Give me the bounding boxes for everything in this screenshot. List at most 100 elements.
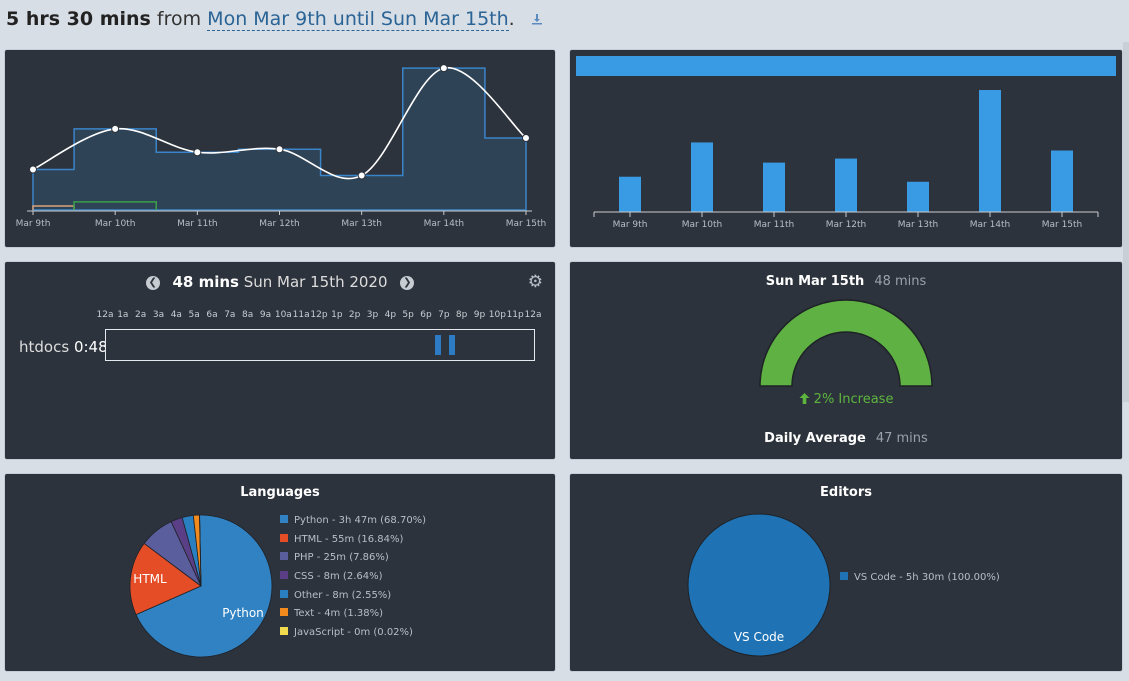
daily-bar bbox=[835, 158, 857, 212]
legend-swatch bbox=[280, 515, 288, 523]
hour-tick-label: 12p bbox=[310, 310, 328, 320]
hour-tick-label: 6p bbox=[420, 310, 432, 320]
project-timeline[interactable] bbox=[105, 329, 535, 361]
editors-pie-chart: VS Code bbox=[687, 513, 831, 657]
day-duration: 48 mins bbox=[172, 273, 239, 291]
legend-item[interactable]: VS Code - 5h 30m (100.00%) bbox=[840, 569, 1000, 588]
hour-tick-label: 8a bbox=[242, 310, 254, 320]
hour-tick-label: 9a bbox=[259, 310, 272, 320]
hour-tick-label: 12a bbox=[96, 310, 114, 320]
x-tick-label: Mar 10th bbox=[682, 220, 723, 230]
hour-tick-label: 4a bbox=[170, 310, 182, 320]
project-green-step bbox=[73, 201, 157, 210]
activity-point bbox=[29, 165, 37, 174]
daily-bars-panel: Mar 9th Mar 10th Mar 11th Mar 12th Mar 13th M… bbox=[570, 50, 1122, 247]
activity-block[interactable] bbox=[434, 335, 441, 355]
pie-slice-label: HTML bbox=[133, 572, 167, 586]
date-range-link[interactable]: Mon Mar 9th until Sun Mar 15th bbox=[207, 8, 509, 31]
hour-tick-label: 2p bbox=[348, 310, 361, 320]
gauge-arc bbox=[759, 299, 933, 387]
daily-bar bbox=[691, 142, 713, 212]
activity-block[interactable] bbox=[448, 335, 455, 355]
x-tick-label: Mar 10th bbox=[95, 219, 136, 229]
hour-tick-label: 7p bbox=[438, 310, 450, 320]
x-tick-label: Mar 11th bbox=[177, 219, 218, 229]
legend-item[interactable]: Other - 8m (2.55%) bbox=[280, 587, 426, 606]
legend-item[interactable]: Python - 3h 47m (68.70%) bbox=[280, 512, 426, 531]
activity-line-chart: Mar 9th Mar 10th Mar 11th Mar 12th Mar 13th M… bbox=[16, 64, 547, 229]
legend-text: VS Code - 5h 30m (100.00%) bbox=[854, 572, 1000, 583]
hour-tick-label: 11a bbox=[292, 310, 310, 320]
hour-tick-label: 5a bbox=[188, 310, 200, 320]
gauge-day-label: Sun Mar 15th bbox=[765, 274, 865, 289]
hour-tick-label: 9p bbox=[473, 310, 486, 320]
hour-tick-label: 1a bbox=[117, 310, 129, 320]
legend-text: PHP - 25m (7.86%) bbox=[294, 552, 389, 564]
legend-swatch bbox=[280, 589, 288, 598]
legend-item[interactable]: Text - 4m (1.38%) bbox=[280, 605, 426, 624]
hour-tick-label: 1p bbox=[331, 310, 343, 320]
activity-point bbox=[275, 145, 284, 154]
activity-chart-panel: Mar 9th Mar 10th Mar 11th Mar 12th Mar 13th M… bbox=[5, 50, 555, 247]
daily-bar bbox=[907, 181, 929, 212]
x-tick-label: Mar 13th bbox=[341, 219, 382, 229]
x-tick-label: Mar 14th bbox=[424, 219, 465, 229]
legend-swatch bbox=[280, 552, 288, 561]
activity-step-area bbox=[32, 67, 527, 211]
daily-bar bbox=[619, 176, 641, 212]
legend-swatch bbox=[280, 571, 288, 580]
hour-tick-label: 6a bbox=[206, 310, 218, 320]
x-tick-label: Mar 11th bbox=[754, 220, 795, 230]
legend-item[interactable]: HTML - 55m (16.84%) bbox=[280, 531, 426, 550]
arrow-up-icon bbox=[799, 392, 814, 407]
project-name: htdocs bbox=[19, 338, 70, 356]
x-tick-label: Mar 13th bbox=[898, 220, 939, 230]
languages-legend: Python - 3h 47m (68.70%) HTML - 55m (16.8… bbox=[280, 512, 426, 643]
legend-text: Text - 4m (1.38%) bbox=[294, 608, 384, 620]
legend-item[interactable]: CSS - 8m (2.64%) bbox=[280, 568, 426, 587]
legend-text: Python - 3h 47m (68.70%) bbox=[294, 515, 427, 526]
x-tick-label: Mar 15th bbox=[1042, 220, 1083, 230]
change-text: 2% Increase bbox=[813, 392, 894, 407]
daily-gauge-panel: Sun Mar 15th 48 mins 2% Increase Daily Av… bbox=[570, 262, 1122, 459]
daily-bar-chart: Mar 9th Mar 10th Mar 11th Mar 12th Mar 13th M… bbox=[576, 56, 1116, 230]
hour-tick-label: 4p bbox=[384, 310, 397, 320]
legend-text: JavaScript - 0m (0.02%) bbox=[294, 627, 413, 639]
languages-panel: Languages Python HTML Python - 3h 47m (68… bbox=[5, 474, 555, 671]
x-tick-label: Mar 12th bbox=[826, 220, 867, 230]
summary-header: 5 hrs 30 mins from Mon Mar 9th until Sun… bbox=[6, 4, 543, 36]
activity-point bbox=[193, 148, 202, 157]
chevron-right-icon[interactable]: ❯ bbox=[400, 275, 415, 290]
editors-panel: Editors VS Code VS Code - 5h 30m (100.00… bbox=[570, 474, 1122, 671]
editors-title: Editors bbox=[820, 485, 872, 500]
legend-item[interactable]: PHP - 25m (7.86%) bbox=[280, 549, 426, 568]
daily-bar bbox=[1051, 150, 1073, 212]
x-tick-label: Mar 9th bbox=[613, 220, 648, 230]
legend-swatch bbox=[280, 608, 288, 617]
legend-swatch bbox=[280, 627, 288, 636]
daily-average-label: Daily Average bbox=[764, 431, 866, 446]
daily-bar bbox=[979, 90, 1001, 212]
editors-legend: VS Code - 5h 30m (100.00%) bbox=[840, 569, 1000, 588]
project-label[interactable]: htdocs 0:48 bbox=[19, 338, 108, 356]
from-text: from bbox=[156, 8, 202, 30]
x-tick-label: Mar 15th bbox=[506, 219, 547, 229]
hour-tick-label: 5p bbox=[402, 310, 414, 320]
chevron-left-icon[interactable]: ❮ bbox=[145, 275, 160, 290]
x-tick-label: Mar 14th bbox=[970, 220, 1011, 230]
hour-tick-label: 10a bbox=[274, 310, 292, 320]
legend-item[interactable]: JavaScript - 0m (0.02%) bbox=[280, 624, 426, 643]
hour-axis: 12a 1a 2a 3a 4a 5a 6a 7a 8a 9a 10a 11a 12p 1p 2p 3p 4p 5p… bbox=[97, 310, 547, 322]
hour-tick-label: 7a bbox=[224, 310, 236, 320]
period-text: . bbox=[508, 8, 515, 30]
pie-slice bbox=[199, 514, 202, 587]
languages-pie-chart: Python HTML bbox=[129, 514, 273, 658]
page-scrollbar[interactable] bbox=[1123, 42, 1129, 402]
top-summary-bar bbox=[576, 56, 1116, 76]
gear-icon[interactable]: ⚙ bbox=[527, 272, 543, 292]
download-icon[interactable] bbox=[531, 6, 543, 36]
hour-tick-label: 3a bbox=[152, 310, 165, 320]
pie-slice bbox=[129, 542, 202, 616]
gauge-day-heading: Sun Mar 15th 48 mins bbox=[570, 274, 1122, 289]
hour-tick-label: 8p bbox=[455, 310, 468, 320]
